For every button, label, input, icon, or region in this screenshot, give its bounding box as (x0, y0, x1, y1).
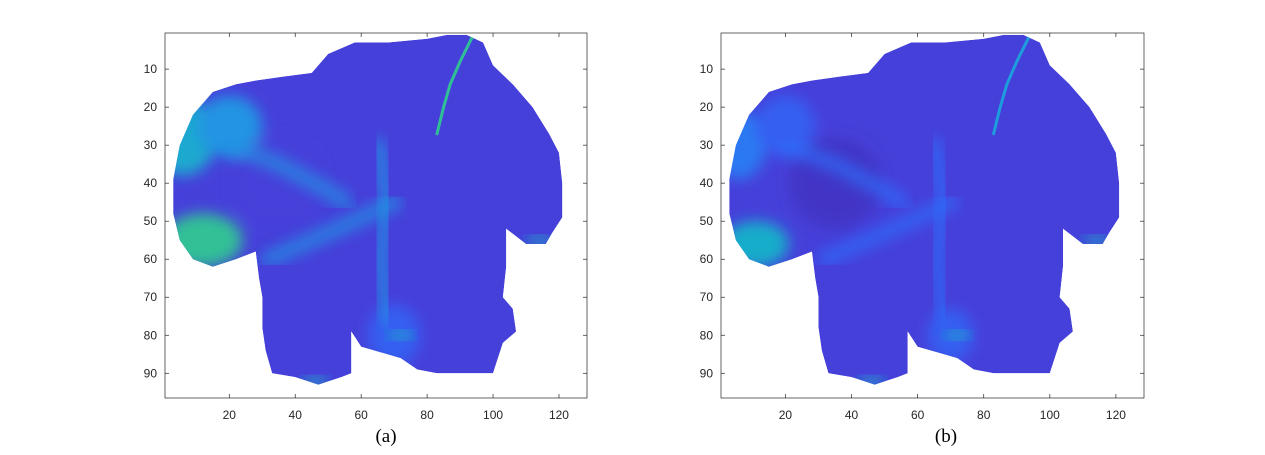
y-tick-label-b-50: 50 (700, 214, 714, 228)
heatmap-vein-a-0 (221, 137, 353, 211)
y-tick-label-b-20: 20 (700, 100, 714, 114)
y-tick-label-a-90: 90 (144, 366, 158, 380)
heatmap-image-a (173, 34, 563, 385)
heatmap-rim-a-2 (525, 235, 554, 246)
y-tick-label-a-20: 20 (144, 100, 158, 114)
x-tick-label-b-100: 100 (1040, 408, 1060, 422)
heatmap-rim-b-2 (1082, 235, 1111, 246)
x-tick-label-a-100: 100 (483, 408, 503, 422)
y-tick-label-b-10: 10 (700, 62, 714, 76)
y-tick-label-b-90: 90 (700, 366, 714, 380)
y-tick-label-a-70: 70 (144, 290, 158, 304)
y-tick-label-a-30: 30 (144, 138, 158, 152)
heatmap-region-a-2 (196, 95, 263, 157)
x-tick-label-b-60: 60 (911, 408, 925, 422)
heatmap-panel-b: 20 40 60 80 100 120 10 20 30 40 50 60 70 80 90 (b) (700, 32, 1145, 447)
y-tick-label-a-10: 10 (144, 62, 158, 76)
x-tick-label-a-20: 20 (223, 408, 237, 422)
y-tick-label-a-50: 50 (144, 214, 158, 228)
heatmap-region-b-0 (729, 111, 766, 180)
heatmap-field-b (729, 34, 1120, 385)
y-tick-label-b-30: 30 (700, 138, 714, 152)
x-tick-label-b-40: 40 (845, 408, 859, 422)
ticks-b: 20 40 60 80 100 120 10 20 30 40 50 60 70 80 90 (700, 33, 1144, 422)
x-tick-label-a-60: 60 (354, 408, 368, 422)
caption-b: (b) (935, 426, 957, 447)
axes-box-a (164, 32, 588, 399)
heatmap-ridge-a (435, 34, 475, 136)
x-tick-label-a-80: 80 (420, 408, 434, 422)
heatmap-panel-a: 20 40 60 80 100 120 10 20 30 40 50 60 70 80 90 (a) (144, 32, 588, 447)
y-tick-label-a-40: 40 (144, 176, 158, 190)
caption-a: (a) (375, 426, 396, 447)
ticks-a: 20 40 60 80 100 120 10 20 30 40 50 60 70 80 90 (144, 33, 587, 422)
x-tick-label-a-120: 120 (549, 408, 569, 422)
x-tick-label-a-40: 40 (289, 408, 303, 422)
y-tick-label-b-60: 60 (700, 252, 714, 266)
heatmap-vein-a-1 (260, 194, 403, 268)
x-tick-label-b-120: 120 (1106, 408, 1126, 422)
y-tick-label-b-70: 70 (700, 290, 714, 304)
y-tick-label-b-40: 40 (700, 176, 714, 190)
heatmap-vein-b-1 (817, 194, 959, 268)
x-tick-label-b-80: 80 (977, 408, 991, 422)
heatmap-vein-b-0 (777, 137, 910, 211)
heatmap-image-b (729, 34, 1120, 385)
y-tick-label-b-80: 80 (700, 328, 714, 342)
axes-box-b (720, 32, 1145, 399)
y-tick-label-a-80: 80 (144, 328, 158, 342)
heatmap-rim-a-1 (386, 330, 415, 341)
heatmap-region-b-2 (755, 95, 816, 157)
heatmap-rim-b-1 (943, 330, 972, 341)
x-tick-label-b-20: 20 (779, 408, 793, 422)
heatmap-vein-b-2 (926, 137, 953, 325)
heatmap-field-a (173, 34, 563, 385)
heatmap-ridge-b (992, 34, 1032, 136)
y-tick-label-a-60: 60 (144, 252, 158, 266)
heatmap-vein-a-2 (369, 137, 396, 325)
